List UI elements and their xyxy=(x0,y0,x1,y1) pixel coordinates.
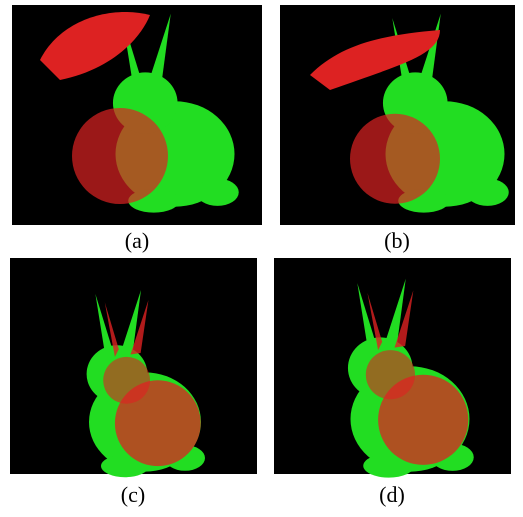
panel-b xyxy=(280,5,515,225)
panel-c xyxy=(10,258,257,477)
point-cloud-red xyxy=(72,108,168,204)
page: (a) (b) (c) (d) (() => { const data = JS… xyxy=(0,0,523,517)
caption: (c) xyxy=(121,482,145,507)
caption: (a) xyxy=(125,228,149,253)
panel-a xyxy=(12,5,262,225)
panel-d xyxy=(274,258,511,478)
point-cloud-red xyxy=(350,114,440,204)
caption: (d) xyxy=(379,482,405,507)
caption: (b) xyxy=(384,228,410,253)
figure: (a) (b) (c) (d) xyxy=(0,0,523,517)
